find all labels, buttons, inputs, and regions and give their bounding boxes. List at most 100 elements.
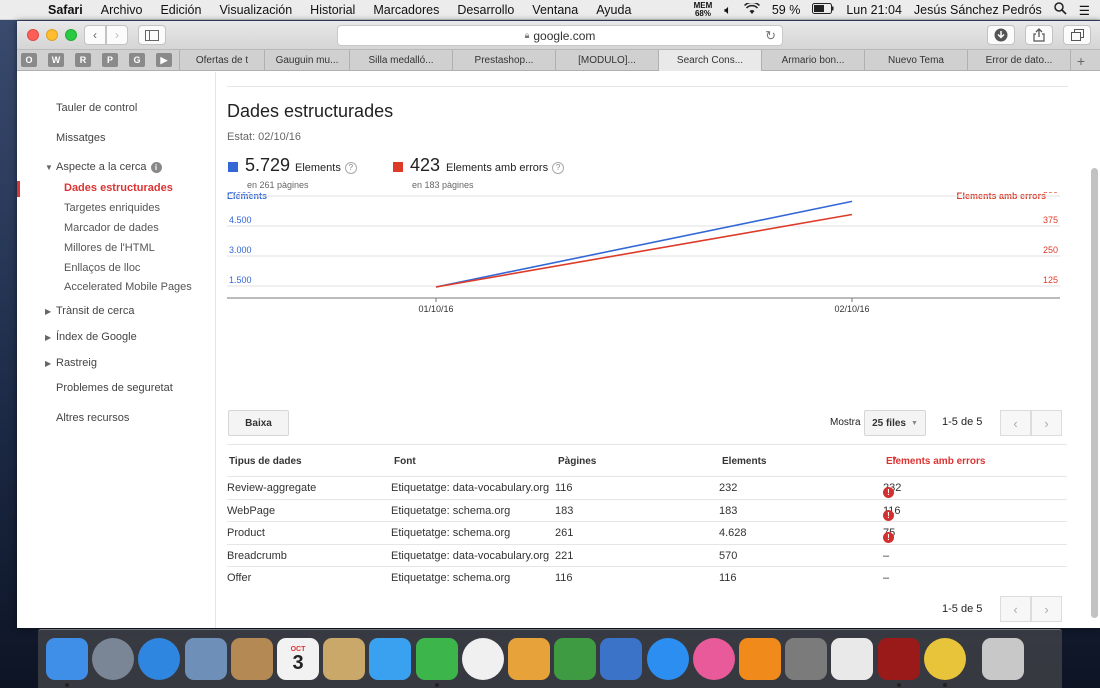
sidebar-item-html-improvements[interactable]: Millores de l'HTML (64, 242, 155, 254)
tabs-overview-button[interactable] (1063, 25, 1091, 45)
scrollbar-thumb[interactable] (1091, 168, 1098, 618)
column-header-items[interactable]: Elements (722, 456, 767, 467)
tab-gauguin[interactable]: Gauguin mu... (264, 50, 349, 71)
tab-error-datos[interactable]: Error de dato... (967, 50, 1070, 71)
help-icon[interactable]: ? (552, 162, 565, 175)
column-header-source[interactable]: Font (394, 456, 416, 467)
keynote-icon[interactable] (600, 638, 643, 680)
menu-archivo[interactable]: Archivo (100, 2, 143, 17)
keynote-image-icon[interactable] (508, 638, 550, 680)
sidebar-item-google-index[interactable]: Índex de Google (56, 331, 137, 343)
mail-icon[interactable] (184, 638, 227, 680)
notification-center-icon[interactable]: ☰ (1078, 3, 1090, 18)
memory-indicator[interactable]: MEM 68% (693, 1, 713, 18)
sidebar-item-search-appearance[interactable]: Aspecte a la cerca i (56, 161, 162, 173)
user-name[interactable]: Jesús Sánchez Pedrós (913, 3, 1042, 17)
download-button[interactable]: Baixa (228, 410, 289, 436)
table-row[interactable]: Offer Etiquetatge: schema.org 116 116 – (227, 566, 1067, 588)
menu-desarrollo[interactable]: Desarrollo (457, 2, 515, 17)
launchpad-icon[interactable] (92, 638, 135, 680)
photos-icon[interactable] (461, 638, 504, 680)
favorite-o[interactable]: O (21, 53, 37, 67)
sidebar-item-messages[interactable]: Missatges (56, 132, 106, 144)
close-window-button[interactable] (27, 29, 39, 41)
favorite-youtube[interactable]: ▶ (156, 53, 172, 67)
tab-armario[interactable]: Armario bon... (761, 50, 864, 71)
minimize-window-button[interactable] (46, 29, 58, 41)
column-header-pages[interactable]: Pàgines (558, 456, 597, 467)
info-icon[interactable]: i (150, 161, 162, 173)
contacts-icon[interactable] (230, 638, 273, 680)
battery-percent[interactable]: 59 % (771, 3, 801, 17)
chrome-icon[interactable] (923, 638, 966, 680)
share-button[interactable] (1025, 25, 1053, 45)
wifi-icon[interactable] (743, 1, 760, 18)
menu-edicion[interactable]: Edición (160, 2, 202, 17)
facetime-icon[interactable] (415, 638, 458, 680)
acrobat-icon[interactable] (877, 638, 920, 680)
sidebar-item-amp[interactable]: Accelerated Mobile Pages (64, 281, 192, 293)
caret-right-icon[interactable]: ▶ (45, 333, 52, 342)
menu-marcadores[interactable]: Marcadores (373, 2, 440, 17)
caret-right-icon[interactable]: ▶ (45, 307, 52, 316)
sidebar-item-sitelinks[interactable]: Enllaços de lloc (64, 262, 141, 274)
app-store-icon[interactable] (646, 638, 689, 680)
tab-nuevo-tema[interactable]: Nuevo Tema (864, 50, 967, 71)
caret-right-icon[interactable]: ▶ (45, 359, 52, 368)
calendar-icon[interactable]: OCT 3 (277, 638, 319, 680)
tab-silla[interactable]: Silla medalló... (349, 50, 452, 71)
table-row[interactable]: WebPage Etiquetatge: schema.org 183 183 !116 (227, 498, 1067, 521)
sidebar-item-data-highlighter[interactable]: Marcador de dades (64, 222, 159, 234)
address-bar[interactable]: 🔒︎ google.com ↻ (337, 25, 783, 46)
favorite-g[interactable]: G (129, 53, 145, 67)
favorite-w[interactable]: W (48, 53, 64, 67)
menu-app-name[interactable]: Safari (48, 2, 83, 17)
tab-ofertas[interactable]: Ofertas de t (179, 50, 264, 71)
volume-icon[interactable]: 🔈︎ (724, 2, 732, 17)
menu-ayuda[interactable]: Ayuda (596, 2, 632, 17)
downloads-button[interactable] (987, 25, 1015, 45)
next-page-button[interactable]: › (1031, 410, 1062, 436)
menu-historial[interactable]: Historial (310, 2, 356, 17)
textedit-icon[interactable] (831, 638, 874, 680)
column-header-type[interactable]: Tipus de dades (229, 456, 302, 467)
tab-search-console[interactable]: Search Cons... (658, 50, 761, 71)
tab-modulo[interactable]: [MODULO]... (555, 50, 658, 71)
spotlight-icon[interactable] (1054, 2, 1067, 18)
system-preferences-icon[interactable] (785, 638, 828, 680)
battery-icon[interactable] (812, 3, 834, 17)
sidebar-item-security-issues[interactable]: Problemes de seguretat (56, 382, 173, 394)
finder-icon[interactable] (46, 638, 88, 680)
rows-per-page-select[interactable]: 25 files ▼ (864, 410, 926, 436)
sidebar-item-other-resources[interactable]: Altres recursos (56, 412, 130, 424)
favorite-r[interactable]: R (75, 53, 91, 67)
zoom-window-button[interactable] (65, 29, 77, 41)
messages-icon[interactable] (369, 638, 412, 680)
sidebar-item-crawl[interactable]: Rastreig (56, 357, 97, 369)
sidebar-item-structured-data[interactable]: Dades estructurades (64, 182, 173, 194)
help-icon[interactable]: ? (344, 162, 357, 175)
previous-page-button-bottom[interactable]: ‹ (1000, 596, 1031, 622)
caret-down-icon[interactable]: ▼ (45, 163, 53, 172)
sidebar-item-rich-cards[interactable]: Targetes enriquides (64, 202, 161, 214)
numbers-icon[interactable] (554, 638, 597, 680)
forward-button[interactable]: › (106, 25, 128, 45)
menu-visualizacion[interactable]: Visualización (219, 2, 293, 17)
table-row[interactable]: Product Etiquetatge: schema.org 261 4.628 !7… (227, 521, 1067, 543)
ibooks-icon[interactable] (739, 638, 781, 680)
table-row[interactable]: Review-aggregate Etiquetatge: data-vocabu… (227, 476, 1067, 498)
sidebar-toggle-button[interactable] (138, 25, 166, 45)
sidebar-item-dashboard[interactable]: Tauler de control (56, 102, 138, 114)
clock[interactable]: Lun 21:04 (846, 3, 902, 17)
table-row[interactable]: Breadcrumb Etiquetatge: data-vocabulary.o… (227, 543, 1067, 566)
trash-icon[interactable] (982, 638, 1024, 680)
favorite-p[interactable]: P (102, 53, 118, 67)
tab-prestashop[interactable]: Prestashop... (452, 50, 555, 71)
next-page-button-bottom[interactable]: › (1031, 596, 1062, 622)
reload-icon[interactable]: ↻ (765, 28, 776, 43)
preview-icon[interactable] (323, 638, 366, 680)
menu-ventana[interactable]: Ventana (532, 2, 579, 17)
back-button[interactable]: ‹ (84, 25, 106, 45)
previous-page-button[interactable]: ‹ (1000, 410, 1031, 436)
safari-icon[interactable] (138, 638, 181, 680)
